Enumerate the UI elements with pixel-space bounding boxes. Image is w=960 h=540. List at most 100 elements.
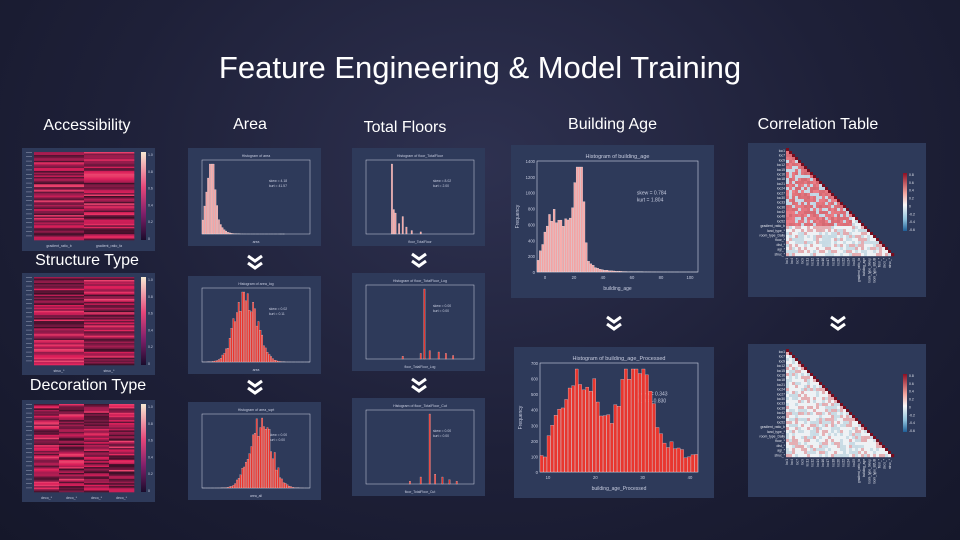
heatmap-cell — [84, 408, 110, 411]
colorbar-tick-label: 0.8 — [148, 170, 153, 174]
correlation-cell — [813, 454, 817, 458]
x-tick-label: 10 — [546, 475, 551, 480]
heatmap-x-tick-label: gradient_ratio_fa — [96, 244, 122, 248]
heatmap-cell — [34, 169, 85, 172]
correlation-cell — [795, 391, 799, 395]
correlation-cell — [798, 394, 802, 398]
correlation-cell — [819, 418, 823, 422]
correlation-cell — [819, 232, 823, 236]
correlation-cell — [834, 247, 838, 251]
correlation-cell — [876, 454, 880, 458]
correlation-row-label: loc18 — [777, 177, 785, 181]
histogram-bar — [239, 311, 242, 363]
correlation-cell — [792, 418, 796, 422]
histogram-bar — [596, 268, 599, 273]
correlation-mask — [879, 238, 894, 241]
correlation-cell — [843, 253, 847, 257]
correlation-cell — [786, 406, 790, 410]
correlation-cell — [852, 442, 856, 446]
correlation-cell — [834, 220, 838, 224]
heatmap-cell — [84, 285, 135, 288]
heatmap-cell — [109, 424, 135, 427]
correlation-cell — [840, 232, 844, 236]
correlation-cell — [789, 382, 793, 386]
heatmap-cell — [84, 458, 110, 461]
correlation-col-label: building_age — [862, 258, 866, 276]
correlation-col-label: loc7 — [795, 258, 799, 264]
heatmap-cell — [34, 187, 85, 189]
correlation-cell — [792, 247, 796, 251]
correlation-cell — [786, 355, 790, 359]
correlation-cell — [816, 403, 820, 407]
correlation-cell — [843, 421, 847, 425]
area-histogram-raw: Histogram of area skew = 4.18 kurt = 41.57… — [188, 148, 321, 246]
heatmap-cell — [59, 445, 85, 447]
correlation-cell — [822, 241, 826, 245]
correlation-cell — [801, 382, 805, 386]
correlation-cell — [810, 454, 814, 458]
correlation-cell — [819, 190, 823, 194]
correlation-cell — [807, 178, 811, 182]
correlation-row-label: floor_* — [775, 439, 785, 443]
heatmap-cell — [59, 404, 85, 406]
correlation-cell — [798, 244, 802, 248]
heatmap-cell — [84, 218, 135, 220]
histogram-bar — [571, 385, 575, 473]
correlation-cell — [792, 373, 796, 377]
histogram-bar — [409, 481, 411, 485]
correlation-cell — [801, 241, 805, 245]
correlation-cell — [846, 247, 850, 251]
heatmap-y-tick — [26, 316, 32, 318]
correlation-table-after-svg: loc1loc7loc9loc12loc15loc16loc18loc21loc… — [760, 349, 915, 484]
correlation-cell — [849, 238, 853, 242]
colorbar-tick-label: -0.2 — [909, 212, 915, 216]
correlation-cell — [807, 205, 811, 209]
correlation-cell — [786, 226, 790, 230]
heatmap-cell — [109, 411, 135, 414]
correlation-cell — [810, 385, 814, 389]
histogram-bar — [610, 423, 614, 473]
correlation-cell — [849, 433, 853, 437]
correlation-row-label: loc9 — [779, 158, 785, 162]
correlation-cell — [789, 364, 793, 368]
correlation-cell — [828, 205, 832, 209]
correlation-cell — [831, 208, 835, 212]
correlation-cell — [810, 247, 814, 251]
heatmap-y-tick — [26, 200, 32, 201]
correlation-cell — [855, 454, 859, 458]
correlation-cell — [789, 370, 793, 374]
correlation-cell — [864, 430, 868, 434]
correlation-cell — [798, 202, 802, 206]
correlation-cell — [870, 448, 874, 452]
heatmap-y-tick — [26, 329, 32, 331]
histogram-bar — [281, 478, 283, 489]
correlation-cell — [849, 442, 853, 446]
correlation-row-label: loc52 — [777, 219, 785, 223]
correlation-mask — [885, 445, 894, 448]
correlation-cell — [801, 187, 805, 191]
histogram-bar — [288, 485, 291, 489]
correlation-cell — [837, 241, 841, 245]
correlation-cell — [828, 397, 832, 401]
correlation-cell — [804, 430, 808, 434]
heatmap-y-tick — [26, 191, 32, 193]
correlation-cell — [819, 412, 823, 416]
heatmap-cell — [34, 191, 85, 194]
correlation-col-label: loc7 — [795, 459, 799, 465]
correlation-cell — [792, 250, 796, 254]
correlation-cell — [834, 397, 838, 401]
heatmap-cell — [59, 475, 85, 478]
correlation-cell — [825, 220, 829, 224]
heatmap-cell — [84, 459, 110, 462]
correlation-cell — [840, 454, 844, 458]
correlation-cell — [873, 244, 877, 248]
y-axis-label: Frequency — [518, 405, 524, 429]
histogram-bar — [564, 218, 567, 273]
correlation-cell — [873, 451, 877, 455]
correlation-cell — [801, 409, 805, 413]
heatmap-cell — [84, 204, 135, 207]
correlation-cell — [831, 244, 835, 248]
correlation-cell — [858, 445, 862, 449]
histogram-bar — [201, 219, 204, 235]
correlation-cell — [858, 253, 862, 257]
